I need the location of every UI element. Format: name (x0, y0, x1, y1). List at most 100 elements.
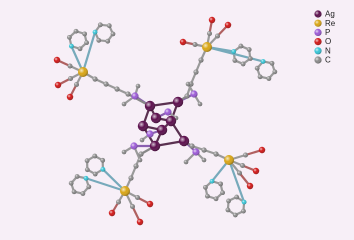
atom-shade (257, 74, 263, 80)
atom-shade (172, 96, 184, 108)
atom-shade (197, 101, 203, 107)
atom-shade (266, 76, 272, 81)
atom-shade (209, 178, 215, 184)
atom-shade (105, 38, 111, 44)
atom-shade (133, 163, 139, 169)
atom-shade (54, 81, 62, 89)
atom-shade (192, 148, 200, 156)
atom-shade (208, 16, 216, 24)
atom-shade (198, 57, 204, 63)
legend-swatch-shade (314, 28, 322, 36)
bond (205, 45, 265, 63)
atom-shade (150, 112, 162, 124)
atom-shade (149, 140, 161, 152)
atom-shade (258, 146, 266, 154)
bond (227, 158, 246, 204)
atom-shade (136, 218, 144, 226)
atom-shade (84, 167, 90, 173)
atom-shade (68, 43, 74, 49)
atom-shade (80, 191, 86, 196)
atom-shade (137, 120, 149, 132)
atom-shade (121, 149, 127, 155)
atom-shade (100, 157, 106, 163)
atoms (53, 16, 278, 226)
legend-label: Ag (325, 10, 335, 19)
legend-swatch-shade (314, 56, 322, 64)
atom-shade (224, 155, 234, 165)
atom-shade (125, 91, 131, 97)
atom-shade (139, 137, 145, 143)
atom-shade (254, 65, 260, 71)
atom-shade (179, 38, 187, 46)
atom-shade (234, 194, 240, 200)
atom-shade (190, 90, 198, 98)
atom-shade (121, 101, 127, 107)
atom-shade (116, 199, 121, 205)
atom-shade (74, 82, 79, 87)
atom-shade (231, 49, 237, 54)
atom-shade (74, 174, 80, 179)
legend-swatch-shade (314, 10, 322, 18)
atom-shade (128, 175, 134, 181)
atom-shade (189, 143, 195, 149)
atom-shade (67, 63, 73, 69)
bond (81, 31, 97, 74)
atom-shade (218, 181, 224, 187)
atom-shade (106, 23, 112, 29)
atom-shade (204, 193, 210, 199)
atom-shade (213, 151, 219, 157)
atom-shade (156, 124, 168, 136)
bond (101, 168, 127, 193)
legend-swatch-shade (314, 47, 322, 55)
atom-shade (83, 175, 89, 181)
atom-shade (193, 69, 199, 75)
atom-shade (130, 142, 138, 150)
atom-shade (164, 108, 172, 116)
atom-shade (246, 182, 254, 190)
atom-shade (201, 157, 207, 163)
atom-shade (238, 43, 244, 49)
atom-shade (240, 163, 245, 168)
atom-shade (92, 29, 98, 35)
atom-shade (73, 28, 79, 34)
atom-shade (66, 93, 74, 101)
atom-shade (131, 92, 139, 100)
atom-shade (241, 208, 246, 214)
atom-shade (120, 186, 130, 196)
atom-shade (232, 212, 238, 218)
atom-shade (207, 31, 212, 36)
atom-shade (114, 86, 120, 92)
atom-shade (246, 47, 252, 52)
atom-shade (135, 195, 140, 200)
atom-shade (243, 152, 248, 158)
atom-shade (138, 151, 144, 157)
atom-shade (130, 204, 135, 209)
atom-shade (237, 170, 242, 176)
atom-shade (146, 200, 154, 208)
atom-shade (53, 56, 61, 64)
atom-shade (225, 207, 231, 213)
atom-shade (92, 171, 98, 177)
atom-shade (185, 81, 191, 87)
atom-shade (68, 76, 73, 81)
atom-shade (110, 31, 116, 37)
atom-shade (213, 196, 219, 202)
atom-shade (92, 76, 98, 82)
legend-label: P (325, 28, 330, 37)
atom-shade (100, 166, 106, 172)
atom-shade (103, 81, 109, 87)
atom-shade (71, 189, 77, 195)
atom-shade (269, 60, 275, 66)
atom-shade (135, 83, 141, 89)
atom-shade (203, 184, 208, 190)
legend-swatch-shade (314, 38, 322, 46)
legend-label: C (325, 56, 331, 65)
atom-shade (232, 58, 238, 63)
atom-shade (220, 190, 225, 196)
atom-shade (92, 153, 98, 159)
legend-label: O (325, 37, 331, 46)
atom-shade (260, 59, 266, 64)
